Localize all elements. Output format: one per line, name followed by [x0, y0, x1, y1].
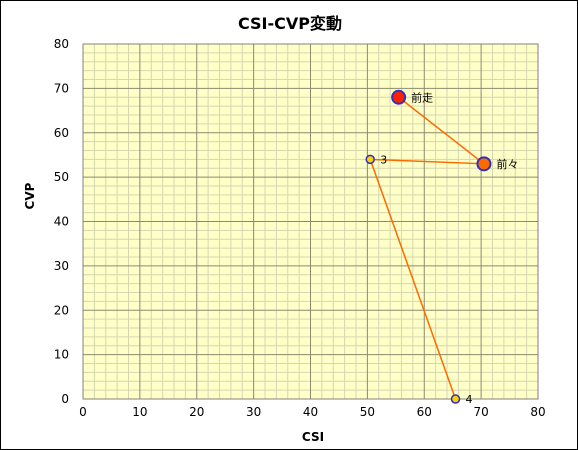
plot-border [82, 43, 539, 400]
data-point-marker [391, 89, 407, 105]
x-tick-label: 70 [473, 405, 488, 419]
x-tick-label: 0 [79, 405, 87, 419]
x-axis-label: CSI [302, 430, 324, 444]
y-tick-label: 50 [54, 170, 69, 184]
x-tick-label: 30 [246, 405, 261, 419]
y-tick-label: 80 [54, 37, 69, 51]
x-tick-label: 50 [360, 405, 375, 419]
x-tick-label: 10 [132, 405, 147, 419]
data-point-marker [476, 156, 492, 172]
data-point-label: 前走 [411, 90, 433, 104]
data-point-label: 4 [466, 393, 473, 406]
x-tick-label: 60 [417, 405, 432, 419]
x-tick-label: 40 [303, 405, 318, 419]
series-line [369, 96, 487, 400]
x-tick-label: 80 [530, 405, 545, 419]
x-tick-label: 20 [189, 405, 204, 419]
y-tick-label: 60 [54, 126, 69, 140]
y-tick-label: 0 [61, 392, 69, 406]
y-tick-label: 20 [54, 303, 69, 317]
data-point-marker [365, 154, 375, 165]
y-tick-label: 40 [54, 215, 69, 229]
y-axis-label: CVP [23, 182, 37, 209]
y-tick-label: 70 [54, 81, 69, 95]
data-point-marker [450, 394, 461, 404]
data-point-label: 3 [380, 153, 387, 166]
chart-title: CSI-CVP変動 [238, 14, 342, 33]
data-point-label: 前々 [496, 157, 518, 171]
y-tick-label: 10 [54, 348, 69, 362]
y-tick-label: 30 [54, 259, 69, 273]
